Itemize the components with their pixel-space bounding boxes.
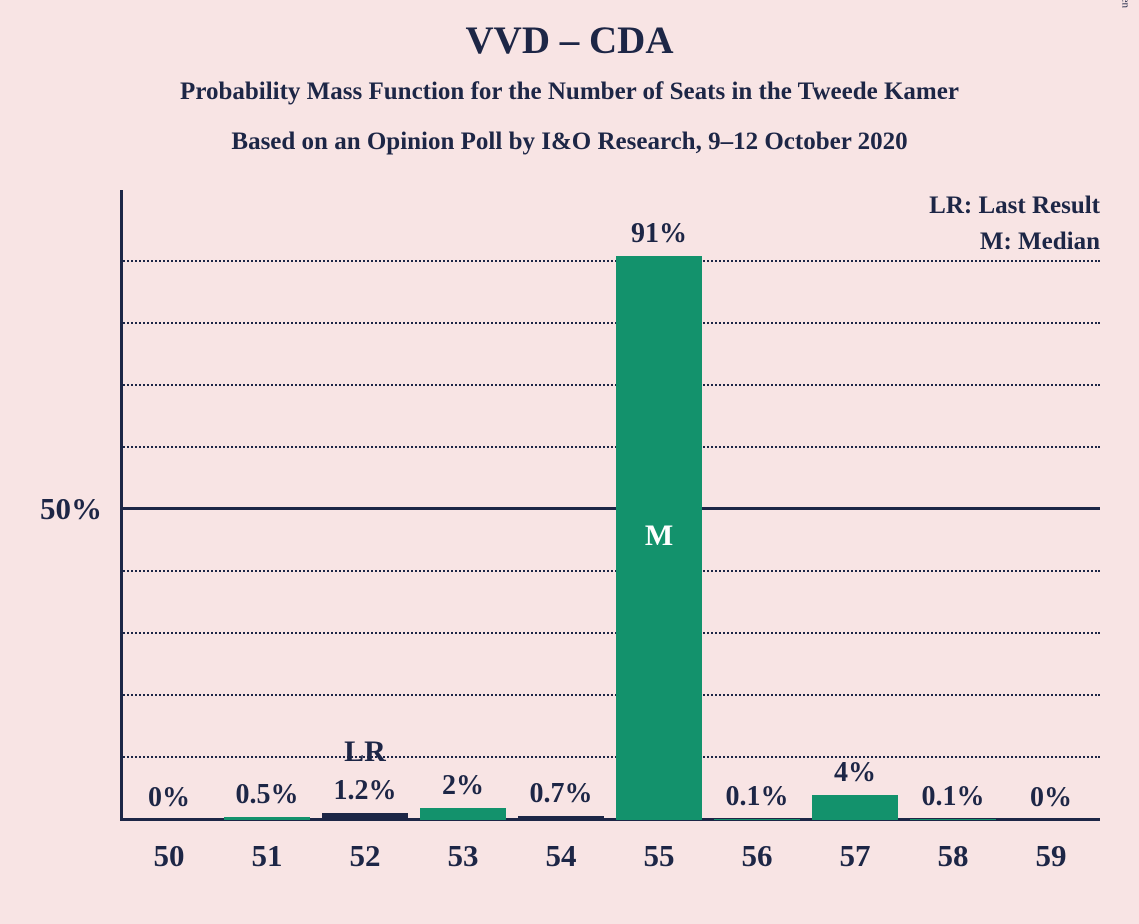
gridline <box>120 507 1100 510</box>
gridline <box>120 322 1100 324</box>
chart-subtitle-2: Based on an Opinion Poll by I&O Research… <box>0 128 1139 156</box>
x-tick-label: 52 <box>316 838 414 874</box>
gridline <box>120 260 1100 262</box>
x-tick-label: 53 <box>414 838 512 874</box>
bar-value-label: 2% <box>414 770 512 802</box>
bar-value-label: 0% <box>1002 782 1100 814</box>
bar-value-label: 0.1% <box>708 781 806 813</box>
chart-plot-area: 0%0.5%1.2%LR2%0.7%91%M0.1%4%0.1%0% <box>120 200 1100 820</box>
y-axis-label: 50% <box>0 491 102 527</box>
bar-value-label: 0.5% <box>218 779 316 811</box>
bar-value-label: 0.1% <box>904 781 1002 813</box>
bar <box>420 808 506 820</box>
bar-value-label: 91% <box>610 218 708 250</box>
copyright-text: © 2020 Filip van Laenen <box>1119 0 1131 8</box>
bar-value-label: 0.7% <box>512 778 610 810</box>
bar <box>714 819 800 820</box>
x-tick-label: 50 <box>120 838 218 874</box>
x-tick-label: 59 <box>1002 838 1100 874</box>
bar <box>910 819 996 820</box>
bar-value-label: 4% <box>806 757 904 789</box>
bar <box>224 817 310 820</box>
x-tick-label: 51 <box>218 838 316 874</box>
chart-subtitle-1: Probability Mass Function for the Number… <box>0 78 1139 106</box>
x-tick-label: 54 <box>512 838 610 874</box>
lr-label: LR <box>316 735 414 769</box>
gridline <box>120 632 1100 634</box>
bar <box>518 816 604 820</box>
bar <box>322 813 408 820</box>
gridline <box>120 694 1100 696</box>
gridline <box>120 570 1100 572</box>
chart-title: VVD – CDA <box>0 18 1139 63</box>
bar <box>812 795 898 820</box>
gridline <box>120 384 1100 386</box>
bar-value-label: 0% <box>120 782 218 814</box>
x-tick-label: 56 <box>708 838 806 874</box>
median-label: M <box>616 519 702 553</box>
x-tick-label: 58 <box>904 838 1002 874</box>
x-tick-label: 57 <box>806 838 904 874</box>
gridline <box>120 446 1100 448</box>
gridline <box>120 756 1100 758</box>
x-tick-label: 55 <box>610 838 708 874</box>
legend-m: M: Median <box>980 228 1100 256</box>
bar-value-label: 1.2% <box>316 775 414 807</box>
legend-lr: LR: Last Result <box>929 192 1100 220</box>
y-axis <box>120 190 123 820</box>
